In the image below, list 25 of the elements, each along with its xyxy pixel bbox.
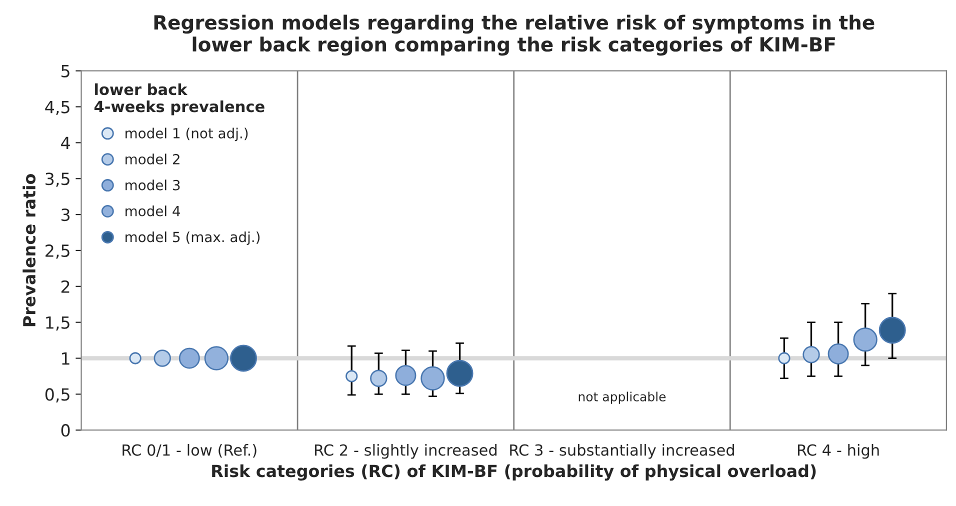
legend-label: model 1 (not adj.) (126, 128, 248, 142)
y-tick-label: 1,5 (46, 316, 70, 331)
x-tick-label: RC 4 - high (798, 444, 879, 459)
y-tick-label: 0 (61, 424, 70, 437)
y-tick-label: 4,5 (45, 100, 70, 116)
x-tick-label: RC 0/1 - low (Ref.) (122, 444, 256, 458)
y-tick-label: 3,5 (46, 172, 70, 187)
annotation: not applicable (578, 392, 666, 404)
x-tick-label: RC 3 - substantially increased (510, 444, 734, 459)
x-tick-label: RC 2 - slightly increased (315, 444, 496, 459)
x-axis-title: Risk categories (RC) of KIM-BF (probability of physical overload) (212, 464, 816, 481)
y-tick-label: 3 (62, 208, 70, 222)
y-tick-label: 0,5 (45, 388, 70, 402)
y-tick-label: 4 (61, 136, 70, 150)
y-tick-label: 2 (61, 280, 70, 293)
y-axis-title: Prevalence ratio (22, 174, 36, 326)
legend-label: model 5 (max. adj.) (126, 232, 260, 245)
y-tick-label: 2,5 (46, 244, 70, 259)
chart-title: Regression models regarding the relative risk of symptoms in the lower back region comparing the risk categories of KIM-BF (154, 14, 874, 56)
legend-label: model 4 (126, 206, 180, 216)
y-tick-label: 5 (62, 65, 70, 78)
legend-label: model 3 (126, 180, 180, 190)
legend-label: model 2 (126, 154, 180, 164)
legend-title: lower back 4-weeks prevalence (94, 83, 264, 116)
y-tick-label: 1 (62, 352, 70, 365)
